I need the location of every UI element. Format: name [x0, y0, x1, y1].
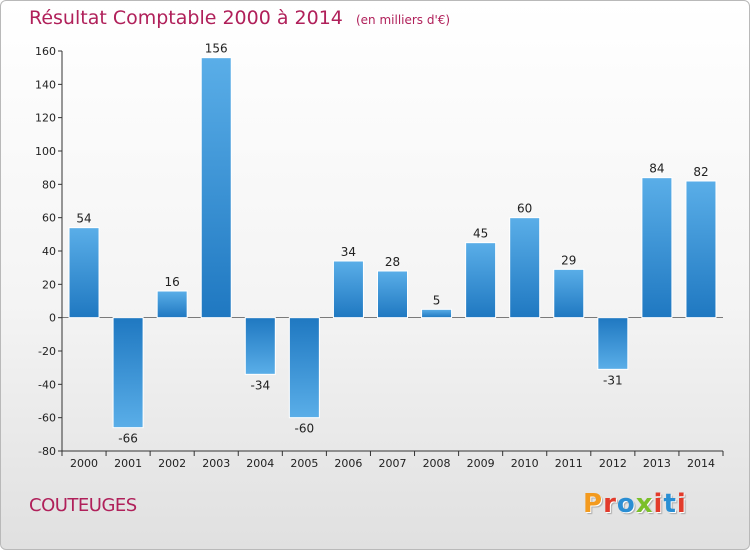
data-label: 156	[205, 42, 228, 56]
x-tick-label: 2008	[423, 457, 451, 470]
y-tick-label: -80	[38, 445, 56, 458]
commune-name: COUTEUGES	[29, 495, 137, 516]
x-tick-label: 2004	[246, 457, 274, 470]
logo-letter: o	[616, 489, 636, 519]
y-tick-label: -40	[38, 378, 56, 391]
bar	[597, 317, 629, 370]
bar	[200, 57, 232, 319]
x-tick-label: 2003	[202, 457, 230, 470]
bar	[68, 227, 100, 319]
bar	[156, 290, 188, 319]
y-tick-label: 120	[35, 112, 56, 125]
bar	[421, 308, 453, 319]
chart-subtitle: (en milliers d'€)	[355, 13, 451, 27]
y-tick-label: 20	[42, 278, 56, 291]
data-label: 29	[561, 253, 576, 267]
bar	[685, 180, 717, 319]
data-label: -66	[118, 432, 138, 446]
bar	[509, 217, 541, 319]
x-tick-label: 2007	[379, 457, 407, 470]
data-label: -31	[603, 373, 623, 387]
x-tick-label: 2002	[158, 457, 186, 470]
x-tick-label: 2001	[114, 457, 142, 470]
logo-letter: t	[663, 489, 677, 519]
bar	[465, 242, 497, 319]
data-labels: 54 -66 16 156 -34 -60 34 28 5 45 60 29 -31 84 82	[76, 42, 708, 446]
x-tick-label: 2012	[599, 457, 627, 470]
data-label: 16	[165, 275, 180, 289]
x-tick-label: 2009	[467, 457, 495, 470]
y-tick-label: 140	[35, 78, 56, 91]
data-label: 5	[433, 293, 441, 307]
x-tick-label: 2010	[511, 457, 539, 470]
x-tick-label: 2014	[687, 457, 715, 470]
data-label: 60	[517, 202, 532, 216]
y-tick-label: 40	[42, 245, 56, 258]
data-label: -60	[295, 422, 315, 436]
x-tick-label: 2011	[555, 457, 583, 470]
x-tick-label: 2000	[70, 457, 98, 470]
data-label: 34	[341, 245, 356, 259]
y-tick-label: 0	[49, 312, 56, 325]
x-tick-label: 2006	[334, 457, 362, 470]
bar	[377, 270, 408, 319]
bar	[288, 317, 320, 419]
data-label: 84	[649, 162, 664, 176]
data-label: 45	[473, 227, 488, 241]
x-tick-label: 2013	[643, 457, 671, 470]
bar	[641, 177, 673, 319]
x-tick-label: 2005	[290, 457, 318, 470]
proxiti-logo[interactable]: Proxiti	[583, 489, 687, 519]
bar	[553, 268, 585, 319]
logo-letter: P	[583, 489, 604, 519]
data-label: 28	[385, 255, 400, 269]
y-tick-label: 80	[42, 178, 56, 191]
y-tick-label: 100	[35, 145, 56, 158]
data-label: 82	[693, 165, 708, 179]
data-label: -34	[250, 378, 270, 392]
bar	[244, 317, 276, 375]
x-axis: 2000 2001 2002 2003 2004 2005 2006 2007 2008 2009…	[61, 450, 724, 470]
logo-letter: i	[653, 489, 664, 519]
y-tick-label: -20	[38, 345, 56, 358]
title-row: Résultat Comptable 2000 à 2014 (en milli…	[29, 7, 450, 29]
logo-letter: i	[676, 489, 687, 519]
y-tick-label: -60	[38, 412, 56, 425]
bars	[68, 57, 717, 429]
bar	[112, 317, 144, 429]
logo-letter: x	[635, 489, 654, 519]
y-tick-label: 160	[35, 45, 56, 58]
chart-title: Résultat Comptable 2000 à 2014	[29, 7, 343, 29]
data-label: 54	[76, 212, 91, 226]
bar	[332, 260, 364, 319]
y-tick-label: 60	[42, 212, 56, 225]
logo-letter: r	[603, 489, 617, 519]
